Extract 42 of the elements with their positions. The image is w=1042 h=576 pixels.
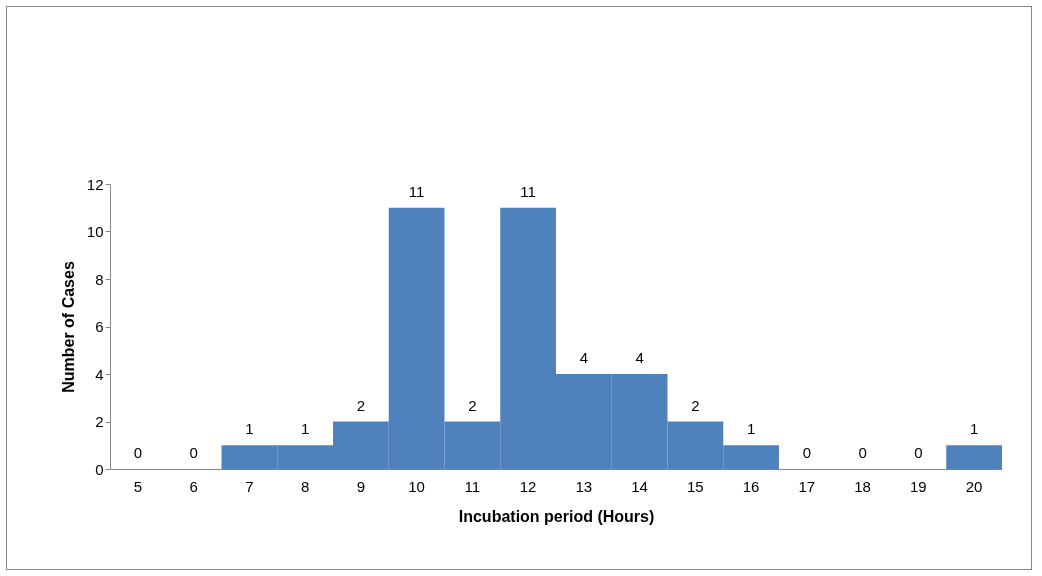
data-label: 0 (914, 444, 923, 461)
x-tick-label: 7 (245, 477, 254, 495)
data-label: 11 (520, 182, 536, 200)
data-label: 0 (133, 444, 143, 461)
data-label: 0 (858, 444, 867, 461)
data-label: 1 (969, 420, 979, 438)
y-tick-label: 2 (95, 413, 104, 430)
x-tick-label: 10 (408, 477, 425, 495)
x-tick-label: 14 (631, 477, 648, 495)
data-label: 1 (245, 420, 254, 438)
data-label: 1 (746, 420, 756, 438)
data-label: 0 (802, 444, 812, 461)
bar (946, 445, 1002, 469)
x-tick-label: 15 (687, 477, 704, 495)
data-label: 2 (691, 396, 700, 414)
y-tick-label: 6 (95, 318, 104, 335)
data-label: 1 (300, 420, 310, 438)
x-tick-label: 8 (300, 477, 310, 495)
x-tick-label: 19 (910, 477, 927, 495)
x-tick-label: 11 (464, 477, 481, 495)
x-tick-label: 16 (742, 477, 760, 495)
y-tick-label: 10 (86, 223, 104, 240)
x-axis-title: Incubation period (Hours) (458, 507, 655, 525)
x-tick-label: 12 (519, 477, 537, 495)
x-tick-label: 13 (575, 477, 593, 495)
x-tick-label: 17 (798, 477, 816, 495)
data-label: 2 (356, 396, 366, 414)
y-tick-label: 0 (95, 460, 104, 478)
data-label: 4 (635, 349, 644, 366)
x-tick-label: 20 (965, 477, 983, 495)
data-label: 0 (189, 444, 198, 461)
data-label: 2 (468, 396, 477, 414)
data-label: 4 (579, 349, 589, 366)
y-axis-title: Number of Cases (59, 261, 77, 393)
data-label: 11 (408, 182, 425, 200)
y-tick-label: 8 (95, 270, 104, 288)
x-tick-label: 5 (133, 477, 143, 495)
y-tick-label: 12 (86, 175, 104, 193)
x-tick-label: 6 (189, 477, 198, 495)
y-tick-label: 4 (95, 365, 104, 383)
x-tick-label: 18 (854, 477, 871, 495)
x-tick-label: 9 (356, 477, 366, 495)
